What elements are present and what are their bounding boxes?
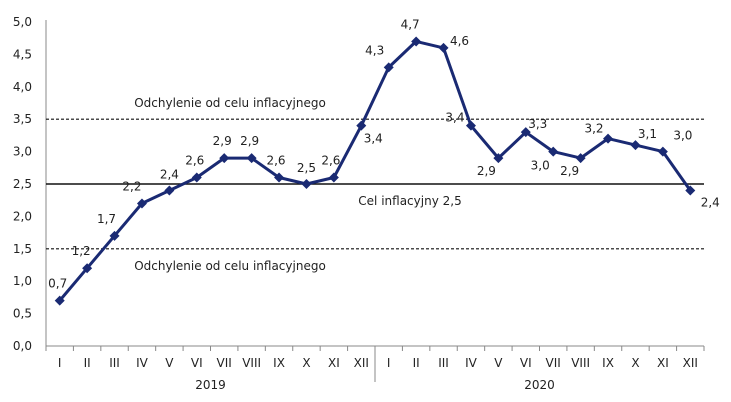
data-label: 4,7 — [401, 17, 420, 31]
data-label: 3,0 — [673, 129, 692, 143]
data-label: 2,9 — [240, 134, 259, 148]
y-tick-label: 1,0 — [13, 274, 32, 288]
x-tick-label: I — [58, 356, 62, 370]
data-labels: 0,7 1,2 1,7 2,2 2,4 2,6 2,9 2,9 2,6 2,5 2,6 3,4 4,3 4… — [48, 17, 720, 290]
data-label: 1,7 — [97, 212, 116, 226]
y-tick-label: 3,0 — [13, 145, 32, 159]
data-label: 2,6 — [321, 154, 340, 168]
data-point-marker — [328, 172, 339, 183]
data-point-marker — [493, 153, 504, 164]
y-tick-label: 2,5 — [13, 177, 32, 191]
data-point-marker — [54, 295, 65, 306]
reference-line-label: Cel inflacyjny 2,5 — [358, 194, 461, 208]
data-label: 2,2 — [122, 179, 141, 193]
x-tick-label: IX — [273, 356, 285, 370]
x-tick-label: II — [413, 356, 420, 370]
y-tick-label: 5,0 — [13, 15, 32, 29]
x-tick-label: VIII — [242, 356, 261, 370]
data-point-marker — [657, 146, 668, 157]
data-label: 3,4 — [445, 111, 464, 125]
data-point-marker — [82, 263, 93, 274]
data-point-marker — [383, 62, 394, 73]
data-point-marker — [136, 198, 147, 209]
data-label: 2,4 — [701, 195, 720, 209]
x-tick-label: VI — [191, 356, 203, 370]
data-label: 4,3 — [365, 43, 384, 57]
data-point-marker — [603, 133, 614, 144]
data-point-marker — [630, 140, 641, 151]
x-tick-label: IV — [136, 356, 149, 370]
x-tick-label: XI — [657, 356, 669, 370]
data-label: 3,2 — [584, 122, 603, 136]
x-tick-label: VII — [546, 356, 561, 370]
data-label: 2,5 — [297, 161, 316, 175]
x-tick-label: V — [165, 356, 174, 370]
data-label: 3,3 — [528, 117, 547, 131]
data-point-marker — [575, 153, 586, 164]
data-label: 0,7 — [48, 277, 67, 291]
y-tick-label: 2,0 — [13, 209, 32, 223]
y-tick-label: 0,5 — [13, 307, 32, 321]
x-tick-label: XII — [354, 356, 369, 370]
data-label: 1,2 — [72, 244, 91, 258]
x-tick-label: IX — [602, 356, 614, 370]
x-tick-label: VI — [520, 356, 532, 370]
x-tick-label: X — [631, 356, 639, 370]
data-label: 4,6 — [450, 34, 469, 48]
data-label: 2,9 — [213, 134, 232, 148]
data-label: 2,6 — [185, 154, 204, 168]
reference-lines: Odchylenie od celu inflacyjnego Cel infla… — [46, 96, 704, 273]
data-label: 3,1 — [638, 127, 657, 141]
data-point-marker — [246, 153, 257, 164]
data-point-marker — [465, 120, 476, 131]
data-point-marker — [520, 127, 531, 138]
data-point-marker — [411, 36, 422, 47]
series-layer — [54, 36, 696, 306]
x-tick-label: XII — [683, 356, 698, 370]
x-tick-label: VIII — [571, 356, 590, 370]
data-label: 2,6 — [266, 154, 285, 168]
data-point-marker — [109, 230, 120, 241]
reference-line-label: Odchylenie od celu inflacyjnego — [134, 259, 326, 273]
y-tick-label: 1,5 — [13, 242, 32, 256]
x-tick-label: II — [84, 356, 91, 370]
data-label: 2,4 — [160, 167, 179, 181]
data-point-marker — [191, 172, 202, 183]
data-point-marker — [301, 179, 312, 189]
data-label: 3,4 — [364, 132, 383, 146]
data-point-marker — [164, 185, 175, 196]
data-label: 2,9 — [477, 164, 496, 178]
series-line — [58, 39, 692, 302]
axes: 0,00,51,01,52,02,53,03,54,04,55,0I II III I… — [13, 15, 705, 392]
data-point-marker — [356, 120, 367, 131]
data-point-marker — [219, 153, 230, 164]
data-point-marker — [548, 146, 559, 157]
reference-line-label: Odchylenie od celu inflacyjnego — [134, 96, 326, 110]
data-label: 2,9 — [560, 164, 579, 178]
x-tick-label: XI — [328, 356, 340, 370]
y-tick-label: 4,5 — [13, 47, 32, 61]
year-label-2020: 2020 — [524, 378, 555, 392]
x-tick-label: V — [494, 356, 503, 370]
x-tick-label: IV — [465, 356, 478, 370]
y-tick-label: 4,0 — [13, 80, 32, 94]
x-tick-label: VII — [217, 356, 232, 370]
x-tick-label: III — [438, 356, 449, 370]
year-label-2019: 2019 — [195, 378, 226, 392]
data-point-marker — [438, 42, 449, 53]
y-tick-label: 0,0 — [13, 339, 32, 353]
x-tick-label: X — [302, 356, 310, 370]
x-tick-label: III — [109, 356, 120, 370]
data-point-marker — [274, 172, 285, 183]
data-label: 3,0 — [531, 159, 550, 173]
data-point-marker — [685, 185, 696, 196]
y-tick-label: 3,5 — [13, 112, 32, 126]
x-tick-label: I — [387, 356, 391, 370]
